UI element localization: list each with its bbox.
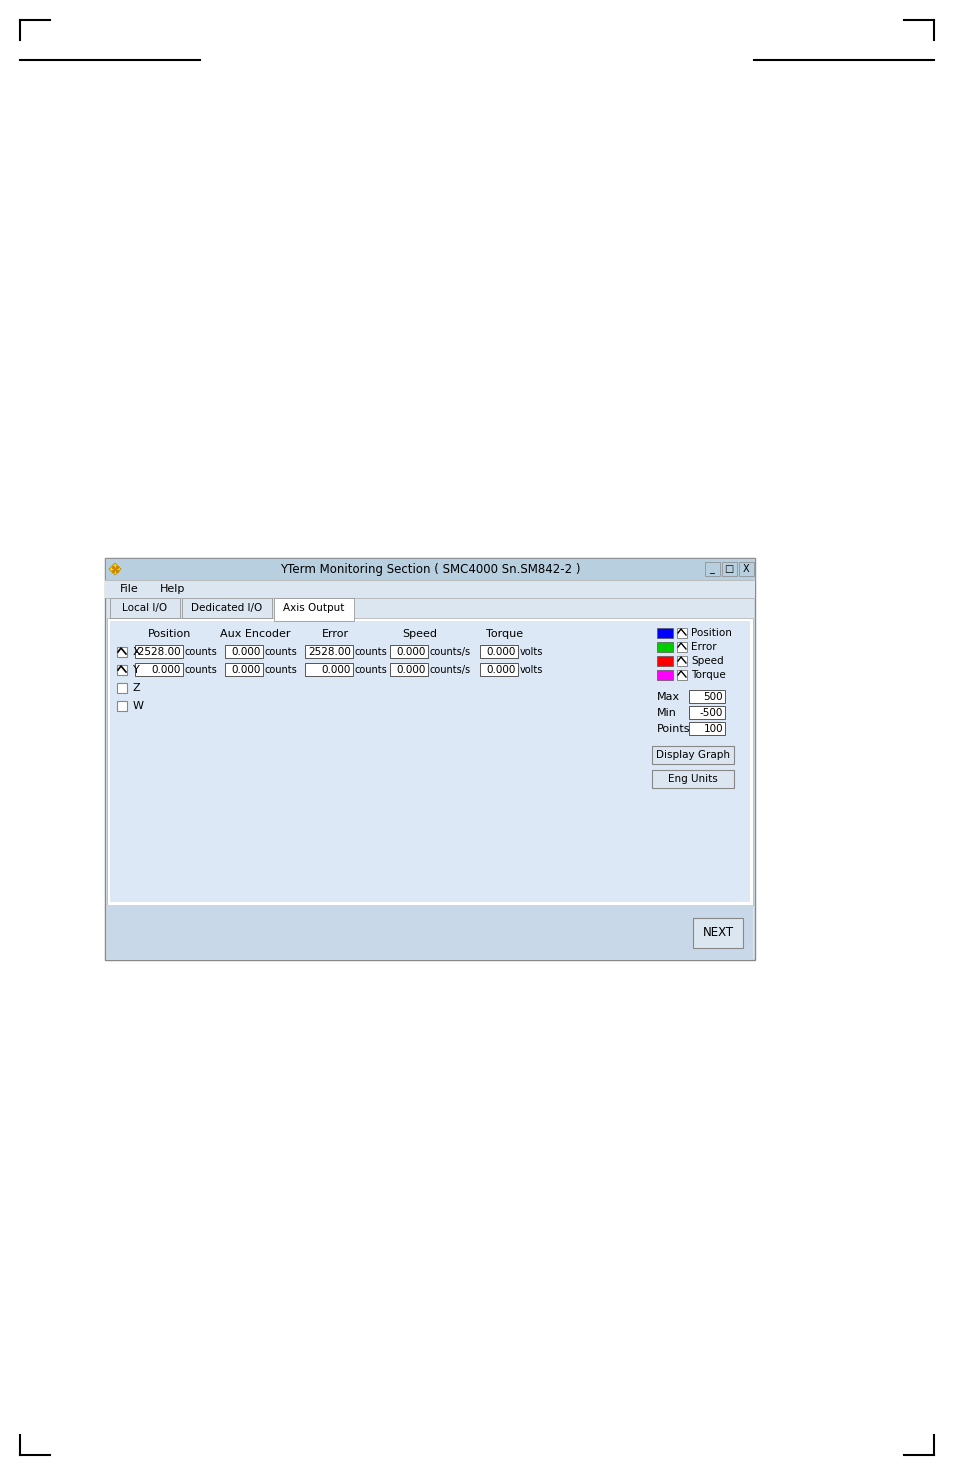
Text: 2528.00: 2528.00: [308, 648, 351, 656]
Text: -2528.00: -2528.00: [134, 648, 181, 656]
Text: Torque: Torque: [486, 628, 523, 639]
Text: Axis Output: Axis Output: [283, 603, 344, 614]
Bar: [721, 562, 737, 577]
Text: 0.000: 0.000: [486, 648, 516, 656]
Bar: [107, 618, 752, 906]
Bar: [225, 645, 263, 658]
Text: Dedicated I/O: Dedicated I/O: [192, 603, 262, 614]
Text: Points: Points: [657, 724, 690, 735]
Bar: [657, 670, 672, 680]
Text: counts: counts: [185, 648, 217, 656]
Bar: [657, 642, 672, 652]
Bar: [110, 621, 749, 903]
Text: volts: volts: [519, 648, 543, 656]
Text: Display Graph: Display Graph: [656, 749, 729, 760]
Text: -500: -500: [699, 708, 722, 718]
Text: Speed: Speed: [402, 628, 437, 639]
Bar: [677, 642, 686, 652]
Bar: [390, 645, 428, 658]
Bar: [651, 770, 733, 788]
Bar: [677, 670, 686, 680]
Bar: [274, 597, 354, 621]
Bar: [305, 662, 353, 676]
Text: counts/s: counts/s: [430, 648, 471, 656]
Bar: [135, 662, 183, 676]
Bar: [110, 597, 180, 618]
Text: 0.000: 0.000: [396, 665, 426, 676]
Text: Min: Min: [657, 708, 677, 718]
Text: Position: Position: [148, 628, 192, 639]
Text: counts: counts: [265, 665, 297, 676]
Bar: [117, 648, 127, 656]
Bar: [105, 558, 754, 960]
Text: 0.000: 0.000: [232, 648, 261, 656]
Bar: [135, 645, 183, 658]
Text: X: X: [741, 563, 748, 574]
Bar: [105, 558, 754, 580]
Bar: [117, 683, 127, 693]
Text: Error: Error: [321, 628, 348, 639]
Bar: [688, 690, 724, 704]
Bar: [107, 906, 752, 960]
Bar: [688, 707, 724, 718]
Polygon shape: [109, 563, 121, 575]
Text: 0.000: 0.000: [396, 648, 426, 656]
Bar: [651, 746, 733, 764]
Text: counts: counts: [265, 648, 297, 656]
Text: Position: Position: [690, 628, 731, 639]
Bar: [305, 645, 353, 658]
Text: volts: volts: [519, 665, 543, 676]
Text: X: X: [132, 648, 140, 656]
Bar: [479, 662, 517, 676]
Text: Aux Encoder: Aux Encoder: [219, 628, 290, 639]
Text: NEXT: NEXT: [701, 926, 733, 940]
Text: 500: 500: [702, 692, 722, 702]
Bar: [657, 656, 672, 667]
Bar: [225, 662, 263, 676]
Bar: [688, 721, 724, 735]
Text: Speed: Speed: [690, 656, 723, 667]
Text: Help: Help: [160, 584, 185, 594]
Bar: [692, 917, 742, 948]
Bar: [105, 580, 754, 597]
Text: counts: counts: [185, 665, 217, 676]
Bar: [117, 701, 127, 711]
Text: counts: counts: [355, 665, 387, 676]
Text: counts: counts: [355, 648, 387, 656]
Text: Eng Units: Eng Units: [667, 774, 717, 785]
Text: File: File: [120, 584, 138, 594]
Text: YTerm Monitoring Section ( SMC4000 Sn.SM842-2 ): YTerm Monitoring Section ( SMC4000 Sn.SM…: [279, 562, 579, 575]
Text: _: _: [709, 563, 714, 574]
Bar: [704, 562, 720, 577]
Text: 0.000: 0.000: [152, 665, 181, 676]
Bar: [677, 656, 686, 667]
Bar: [479, 645, 517, 658]
Text: □: □: [723, 563, 733, 574]
Bar: [739, 562, 753, 577]
Text: 0.000: 0.000: [486, 665, 516, 676]
Bar: [657, 628, 672, 639]
Text: W: W: [132, 701, 144, 711]
Bar: [182, 597, 272, 618]
Text: 100: 100: [702, 724, 722, 735]
Text: counts/s: counts/s: [430, 665, 471, 676]
Bar: [390, 662, 428, 676]
Text: Max: Max: [657, 692, 679, 702]
Bar: [677, 628, 686, 639]
Text: 0.000: 0.000: [232, 665, 261, 676]
Text: Y: Y: [132, 665, 139, 676]
Text: Torque: Torque: [690, 670, 725, 680]
Text: Z: Z: [132, 683, 140, 693]
Text: Error: Error: [690, 642, 716, 652]
Text: 0.000: 0.000: [321, 665, 351, 676]
Bar: [117, 665, 127, 676]
Text: Local I/O: Local I/O: [122, 603, 168, 614]
